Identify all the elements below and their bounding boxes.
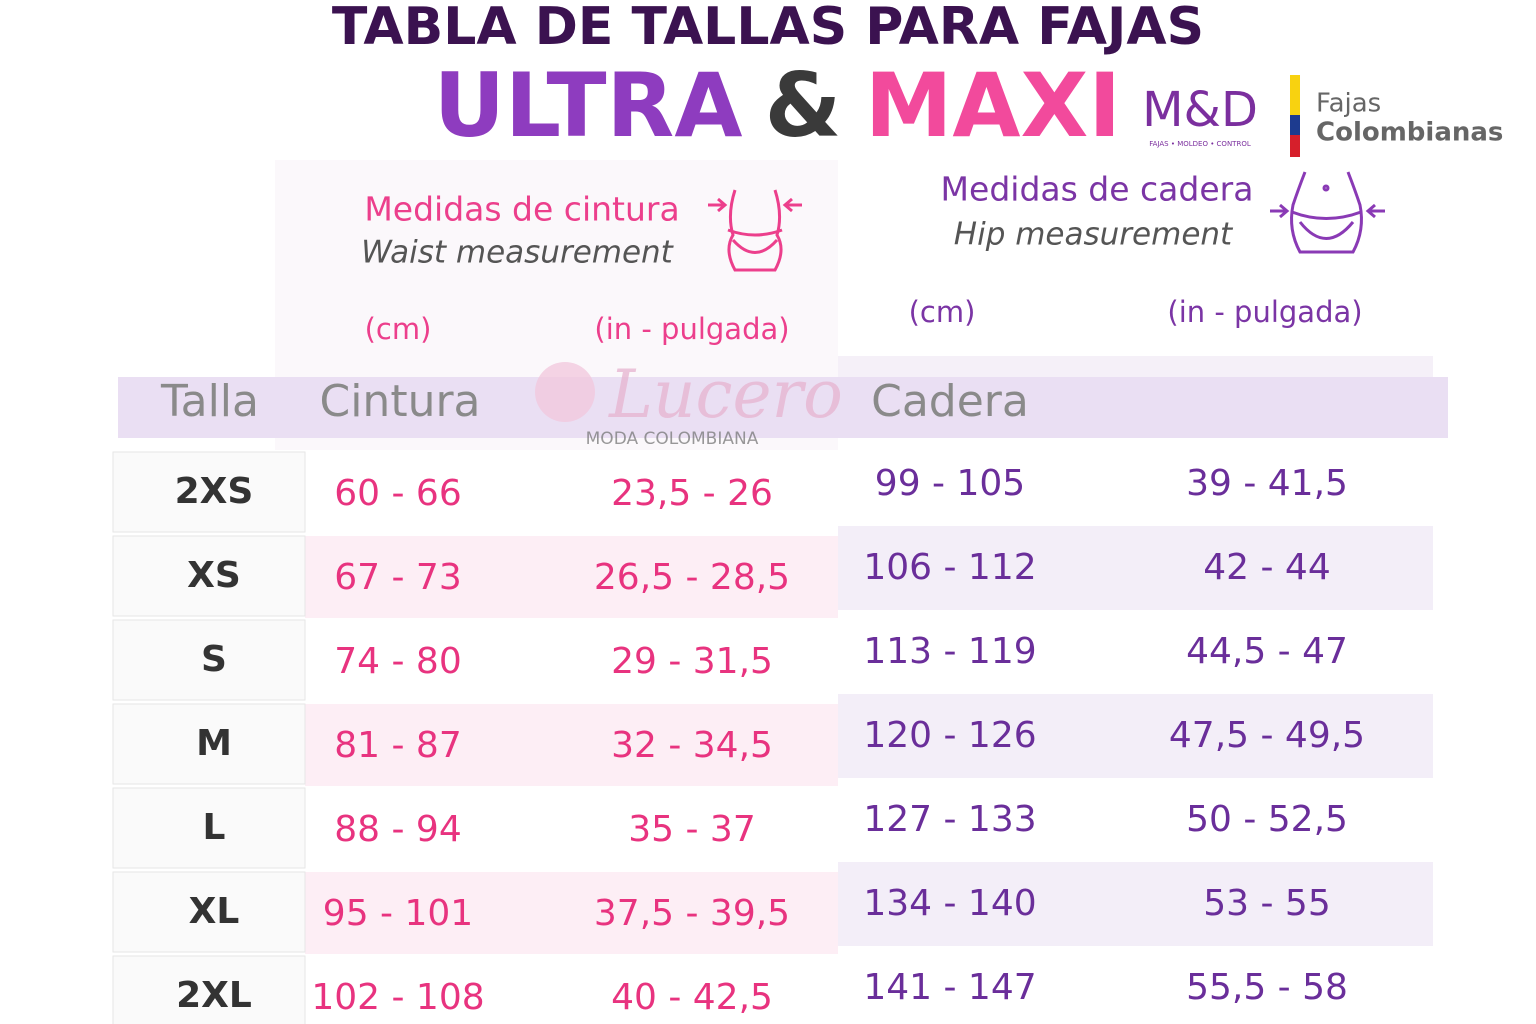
waist-in: 26,5 - 28,5 bbox=[594, 557, 790, 598]
hip-cm: 134 - 140 bbox=[863, 883, 1036, 924]
watermark: Lucero MODA COLOMBIANA bbox=[535, 356, 843, 449]
flag-yellow bbox=[1290, 75, 1300, 115]
hip-unit-in: (in - pulgada) bbox=[1167, 295, 1362, 329]
hip-cm: 113 - 119 bbox=[863, 631, 1036, 672]
hip-icon bbox=[1270, 171, 1385, 254]
waist-cm: 81 - 87 bbox=[334, 725, 462, 766]
size-cell bbox=[112, 619, 306, 701]
waist-subtitle: Waist measurement bbox=[361, 235, 675, 271]
hip-in: 55,5 - 58 bbox=[1186, 967, 1348, 1008]
hip-row-band bbox=[838, 694, 1433, 778]
table-body: 2XS 60 - 66 23,5 - 26 99 - 105 39 - 41,5 XS 67… bbox=[112, 451, 1433, 1024]
waist-in: 23,5 - 26 bbox=[611, 473, 773, 514]
waist-in: 40 - 42,5 bbox=[611, 977, 773, 1018]
hip-cm: 127 - 133 bbox=[863, 799, 1036, 840]
size-cell bbox=[112, 787, 306, 869]
ultra: ULTRA bbox=[434, 54, 743, 157]
waist-in: 35 - 37 bbox=[628, 809, 756, 850]
ampersand: & bbox=[765, 54, 842, 157]
size-label: S bbox=[201, 639, 227, 680]
brand-tagline: FAJAS • MOLDEO • CONTROL bbox=[1149, 140, 1251, 148]
waist-cm: 102 - 108 bbox=[311, 977, 484, 1018]
title: TABLA DE TALLAS PARA FAJAS bbox=[332, 0, 1204, 57]
waist-icon bbox=[708, 189, 802, 272]
maxi: MAXI bbox=[865, 54, 1121, 157]
column-header: Talla bbox=[160, 376, 259, 427]
size-cell bbox=[112, 703, 306, 785]
size-label: XL bbox=[189, 891, 240, 932]
brand-logo: M&D bbox=[1142, 82, 1258, 138]
watermark-name: Lucero bbox=[608, 356, 843, 433]
size-cell bbox=[112, 451, 306, 533]
hip-subtitle: Hip measurement bbox=[954, 217, 1234, 253]
hip-cm: 106 - 112 bbox=[863, 547, 1036, 588]
flag-blue bbox=[1290, 115, 1300, 135]
size-cell bbox=[112, 871, 306, 953]
size-label: M bbox=[196, 723, 232, 764]
waist-cm: 74 - 80 bbox=[334, 641, 462, 682]
column-header: Cadera bbox=[871, 376, 1029, 427]
waist-title: Medidas de cintura bbox=[364, 190, 679, 229]
hip-row-band bbox=[838, 526, 1433, 610]
size-label: XS bbox=[187, 555, 241, 596]
waist-in: 32 - 34,5 bbox=[611, 725, 773, 766]
waist-cm: 88 - 94 bbox=[334, 809, 462, 850]
waist-unit-in: (in - pulgada) bbox=[594, 312, 789, 346]
hip-panel bbox=[838, 150, 1433, 360]
waist-cm: 95 - 101 bbox=[323, 893, 473, 934]
hip-in: 53 - 55 bbox=[1203, 883, 1331, 924]
hip-cm: 141 - 147 bbox=[863, 967, 1036, 1008]
waist-row-band bbox=[305, 872, 838, 954]
size-cell bbox=[112, 955, 306, 1024]
hip-in: 39 - 41,5 bbox=[1186, 463, 1348, 504]
watermark-rose bbox=[535, 362, 595, 422]
waist-unit-cm: (cm) bbox=[365, 312, 432, 346]
waist-in: 37,5 - 39,5 bbox=[594, 893, 790, 934]
waist-cm: 60 - 66 bbox=[334, 473, 462, 514]
size-cell bbox=[112, 535, 306, 617]
flag-red bbox=[1290, 135, 1300, 157]
hip-in: 44,5 - 47 bbox=[1186, 631, 1348, 672]
hip-title: Medidas de cadera bbox=[941, 170, 1254, 209]
waist-row-band bbox=[305, 536, 838, 618]
brand-line2: Colombianas bbox=[1316, 118, 1503, 148]
hip-cm: 120 - 126 bbox=[863, 715, 1036, 756]
hip-in: 50 - 52,5 bbox=[1186, 799, 1348, 840]
hip-header-strip bbox=[838, 356, 1433, 378]
hip-cm: 99 - 105 bbox=[875, 463, 1025, 504]
hip-unit-cm: (cm) bbox=[909, 295, 976, 329]
column-header: Cintura bbox=[319, 376, 480, 427]
watermark-tagline: MODA COLOMBIANA bbox=[586, 429, 759, 449]
waist-cm: 67 - 73 bbox=[334, 557, 462, 598]
hip-row-band bbox=[838, 862, 1433, 946]
brand-line1: Fajas bbox=[1316, 89, 1381, 119]
waist-row-band bbox=[305, 704, 838, 786]
hip-in: 47,5 - 49,5 bbox=[1169, 715, 1365, 756]
size-label: 2XL bbox=[176, 975, 252, 1016]
waist-in: 29 - 31,5 bbox=[611, 641, 773, 682]
size-label: 2XS bbox=[175, 471, 254, 512]
header-band bbox=[118, 377, 1448, 438]
size-label: L bbox=[203, 807, 226, 848]
hip-in: 42 - 44 bbox=[1203, 547, 1331, 588]
